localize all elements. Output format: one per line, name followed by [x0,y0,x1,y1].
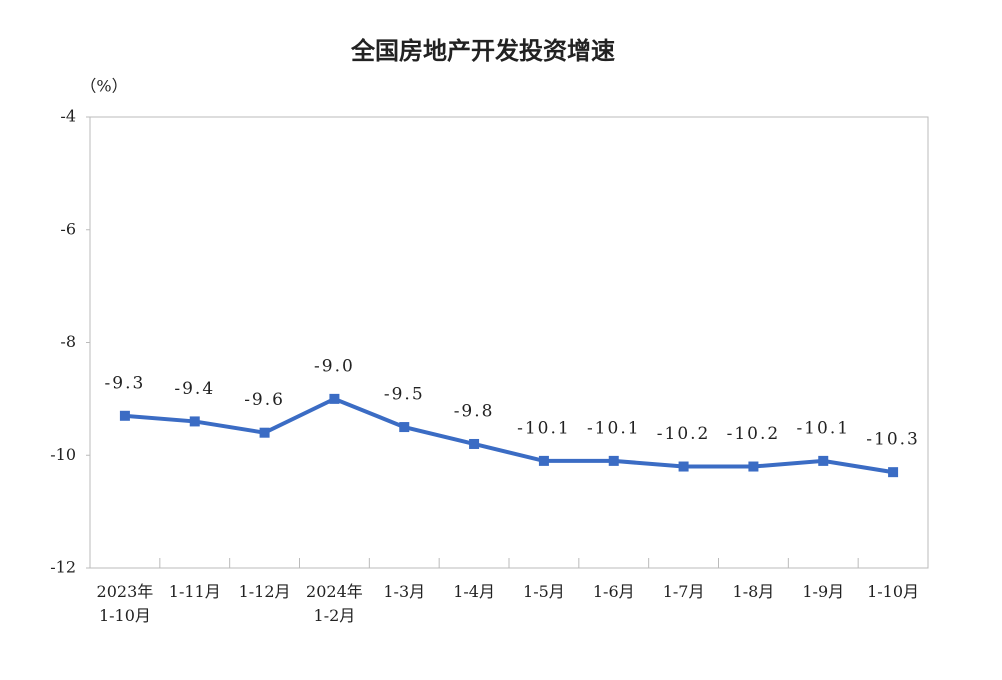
value-label: -10.3 [866,430,920,450]
x-tick-label: 1-10月 [867,582,919,601]
marker [119,410,130,421]
x-tick-label-line: 2023年 [97,582,154,601]
y-tick-label: -8 [60,332,76,351]
marker [259,427,270,438]
plot-frame [89,116,929,569]
x-tick-label-line: 1-8月 [733,582,775,601]
x-tick-label: 1-4月 [453,582,495,601]
x-tick-label-line: 1-10月 [867,582,919,601]
x-tick-label: 2023年 1-10月 [97,582,154,625]
x-tick-label-line: 1-2月 [314,606,356,625]
x-tick-label: 1-9月 [802,582,844,601]
marker [399,422,410,433]
y-tick-label: -4 [60,107,76,126]
y-tick-label: -10 [50,445,76,464]
x-tick-label: 1-11月 [169,582,221,601]
marker [748,461,759,472]
y-axis-label: （%） [80,77,127,96]
line [124,396,894,475]
value-label: -10.1 [517,418,571,438]
marker [818,455,829,466]
x-tick-label-line: 1-12月 [239,582,291,601]
x-tick-label: 1-6月 [593,582,635,601]
x-tick-label-line: 1-9月 [802,582,844,601]
value-label: -9.4 [174,379,215,399]
y-tick-label: -12 [50,558,76,577]
x-tick-label: 1-8月 [733,582,775,601]
y-tick-label: -6 [60,219,76,238]
x-tick-label: 1-3月 [383,582,425,601]
marker [888,467,899,478]
value-label: -10.2 [727,424,781,444]
marker [678,461,689,472]
value-label: -9.3 [105,373,146,393]
value-label: -9.0 [314,356,355,376]
x-tick-label-line: 1-11月 [169,582,221,601]
marker [608,455,619,466]
x-tick-label-line: 1-10月 [99,606,151,625]
marker [189,416,200,427]
value-label: -10.1 [796,418,850,438]
x-tick-label: 2024年 1-2月 [306,582,363,625]
value-label: -9.5 [384,385,425,405]
x-tick-label-line: 1-4月 [453,582,495,601]
marker [538,455,549,466]
x-tick-label-line: 1-7月 [663,582,705,601]
x-tick-label: 1-7月 [663,582,705,601]
value-label: -10.2 [657,424,711,444]
x-tick-label-line: 1-5月 [523,582,565,601]
marker [469,438,480,449]
value-label: -9.8 [454,401,495,421]
x-tick-label: 1-12月 [239,582,291,601]
value-label: -9.6 [244,390,285,410]
x-tick-label-line: 1-3月 [383,582,425,601]
x-tick-label: 1-5月 [523,582,565,601]
marker [329,393,340,404]
value-label: -10.1 [587,418,641,438]
chart-title: 全国房地产开发投资增速 [350,37,615,65]
x-tick-label-line: 1-6月 [593,582,635,601]
x-tick-label-line: 2024年 [306,582,363,601]
